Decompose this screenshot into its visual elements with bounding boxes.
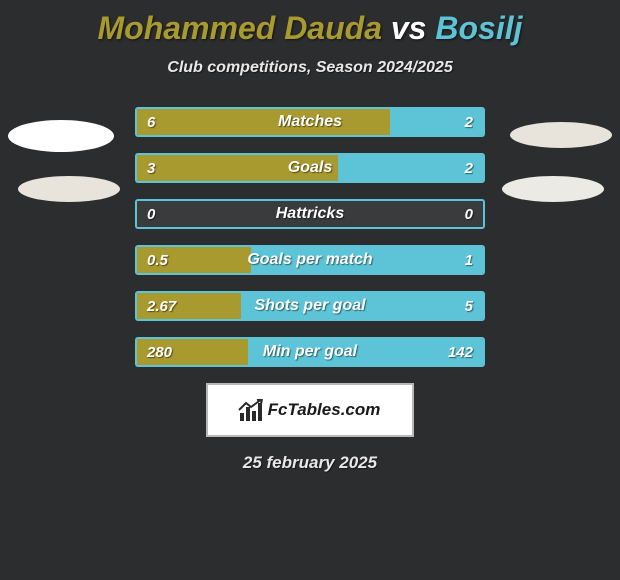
stat-row: 0.51Goals per match	[135, 245, 485, 275]
stat-bar-right	[390, 109, 483, 135]
comparison-chart: 62Matches 32Goals 00Hattricks 0.51Goals per…	[0, 107, 620, 367]
stat-bar	[135, 199, 485, 229]
stat-bar-right	[241, 293, 483, 319]
stat-bar	[135, 337, 485, 367]
title-vs: vs	[391, 10, 427, 46]
stat-row: 62Matches	[135, 107, 485, 137]
stat-bar	[135, 245, 485, 275]
stat-bar-left	[137, 293, 241, 319]
stat-bar-right	[251, 247, 483, 273]
stat-row: 00Hattricks	[135, 199, 485, 229]
stat-bar-right	[248, 339, 483, 365]
stat-bar	[135, 107, 485, 137]
stat-bar-left	[137, 155, 338, 181]
stat-row: 32Goals	[135, 153, 485, 183]
stat-bar	[135, 291, 485, 321]
comparison-title: Mohammed Dauda vs Bosilj	[0, 0, 620, 47]
stat-bar-left	[137, 247, 251, 273]
date-label: 25 february 2025	[0, 453, 620, 473]
fctables-logo-icon	[240, 399, 262, 421]
title-player1: Mohammed Dauda	[98, 10, 382, 46]
subtitle: Club competitions, Season 2024/2025	[0, 59, 620, 77]
stat-row: 2.675Shots per goal	[135, 291, 485, 321]
fctables-logo: FcTables.com	[206, 383, 414, 437]
stat-bar-right	[338, 155, 483, 181]
stat-bar	[135, 153, 485, 183]
stat-bar-neutral	[137, 201, 483, 227]
stat-row: 280142Min per goal	[135, 337, 485, 367]
fctables-logo-text: FcTables.com	[268, 400, 381, 420]
stat-bar-left	[137, 109, 390, 135]
stat-bar-left	[137, 339, 248, 365]
title-player2: Bosilj	[435, 10, 522, 46]
